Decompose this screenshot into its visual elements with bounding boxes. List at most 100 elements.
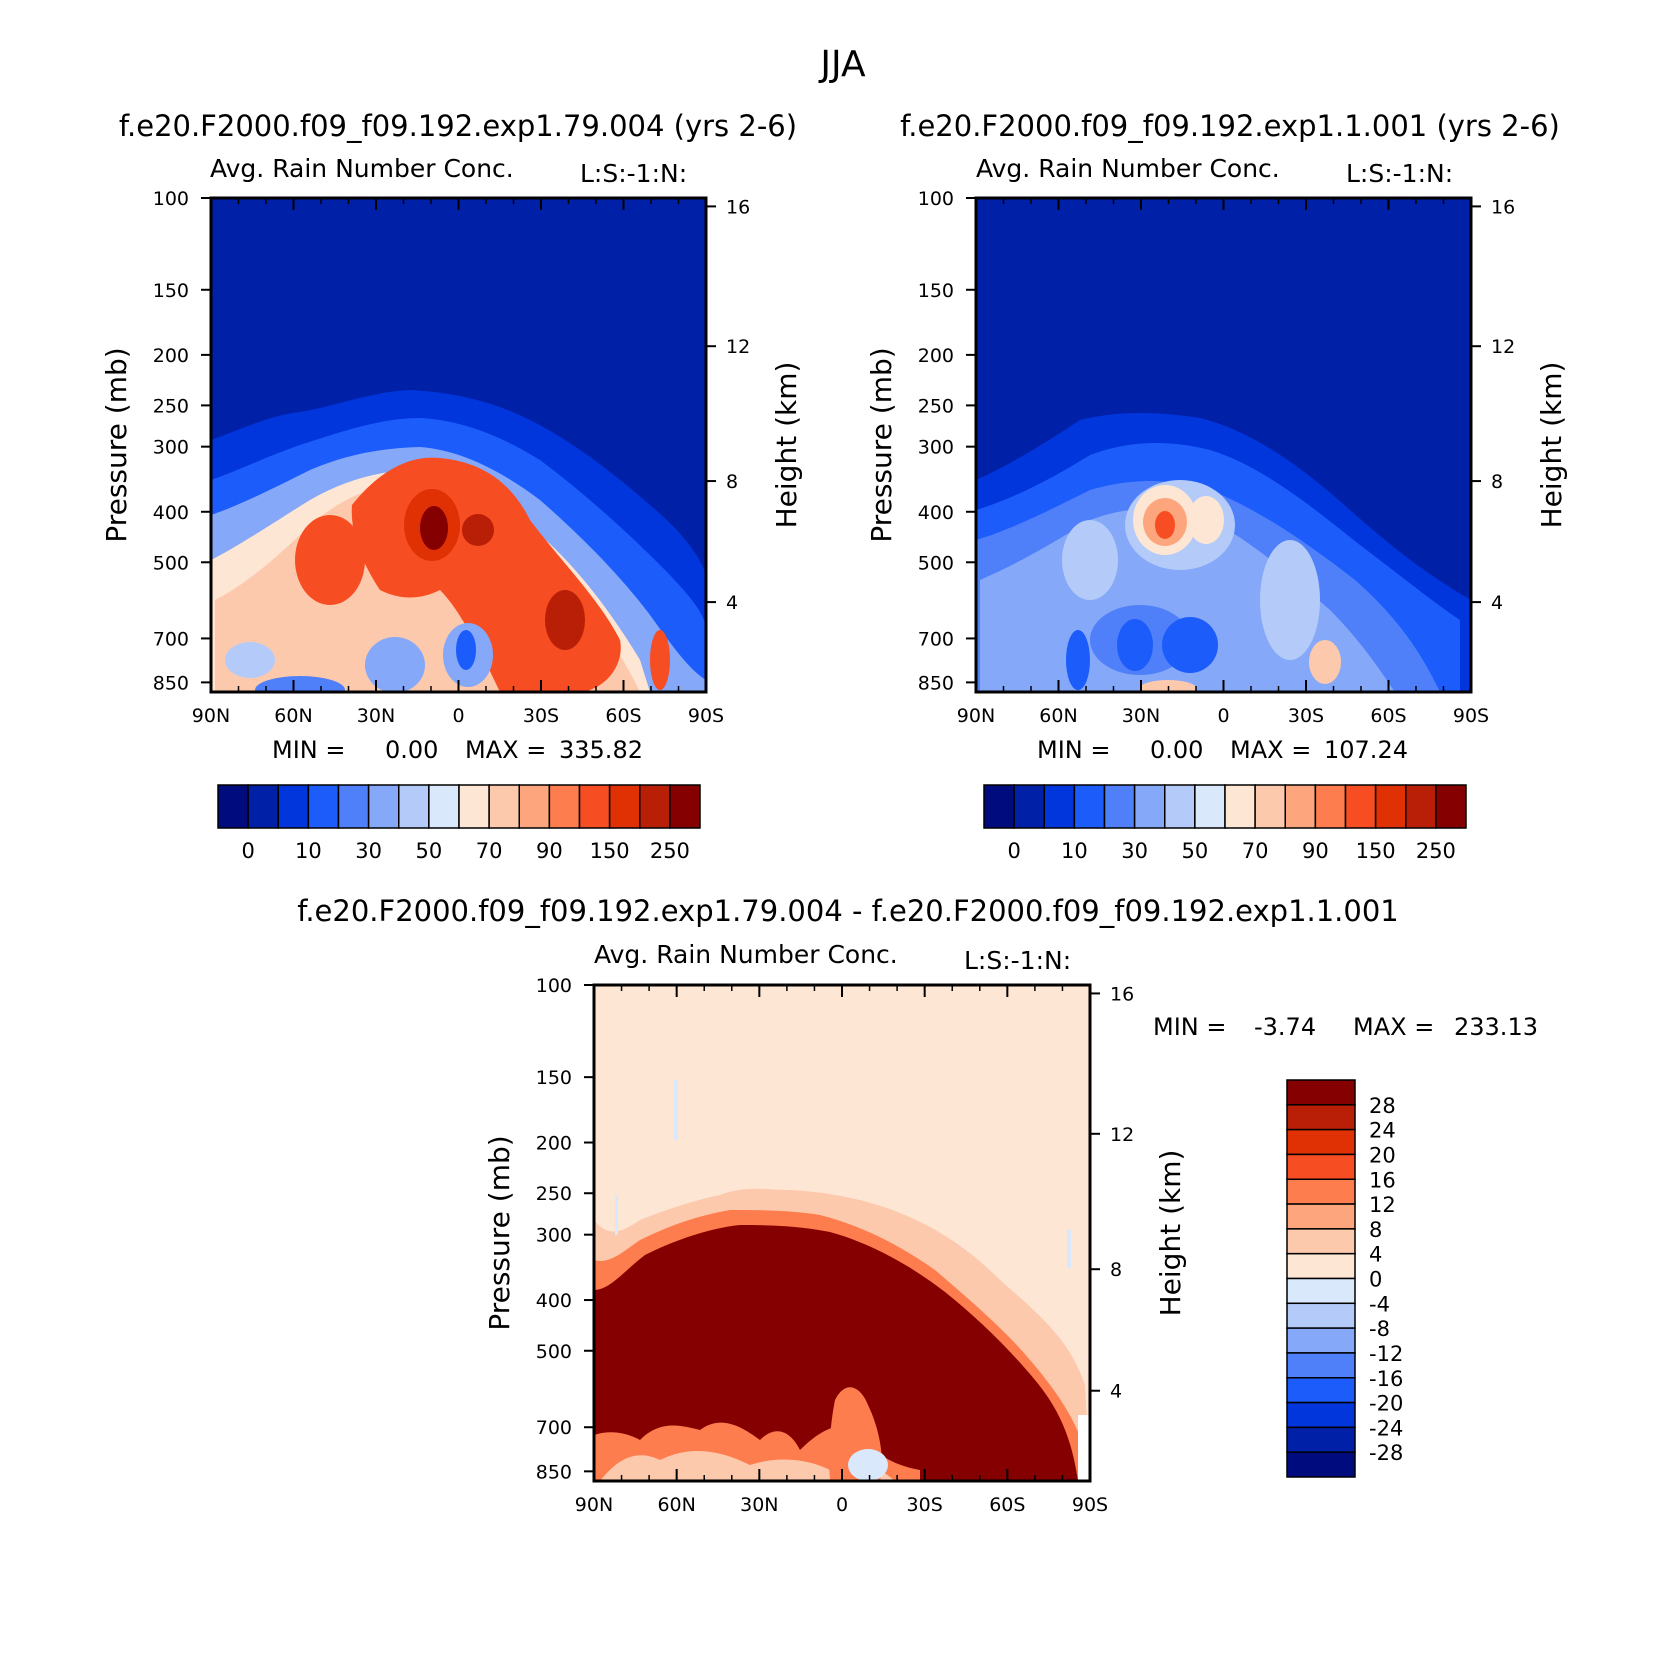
max-label: MAX =	[1353, 1013, 1434, 1041]
right-ytick-label: 400	[918, 502, 954, 524]
colorbar-right-swatch	[1224, 784, 1256, 829]
colorbar-left-swatch	[669, 784, 701, 829]
colorbar-left-swatch	[277, 784, 310, 829]
diff-ylabel-right: Height (km)	[1154, 1150, 1187, 1317]
min-label-right: MIN =	[1037, 736, 1110, 764]
colorbar-left-label: 90	[536, 839, 563, 863]
colorbar-left-swatch	[488, 784, 520, 829]
colorbar-diff-label: 12	[1369, 1193, 1396, 1217]
colorbar-diff-swatch	[1286, 1377, 1356, 1404]
colorbar-right-label: 10	[1061, 839, 1088, 863]
diff-ytick-label: 250	[536, 1183, 572, 1205]
diff-ytick-label: 100	[536, 975, 572, 997]
diff-ytick-right-label: 16	[1110, 983, 1134, 1005]
diff-ytick-right-label: 12	[1110, 1124, 1134, 1146]
left-ytick-right-label: 4	[726, 592, 738, 614]
left-ytick-label: 850	[153, 672, 189, 694]
colorbar-left-label: 10	[295, 839, 322, 863]
colorbar-left-swatch	[458, 784, 490, 829]
case-title-difference: f.e20.F2000.f09_f09.192.exp1.79.004 - f.…	[297, 894, 1399, 928]
colorbar-diff-label: 24	[1369, 1119, 1396, 1143]
colorbar-diff-label: 4	[1369, 1243, 1382, 1267]
left-xtick-label: 30N	[357, 705, 395, 727]
colorbar-right-swatch	[983, 784, 1015, 829]
left-ytick-label: 300	[153, 437, 189, 459]
colorbar-right-label: 90	[1302, 839, 1329, 863]
right-xtick-label: 0	[1217, 705, 1229, 727]
colorbar-left-swatch	[307, 784, 340, 829]
colorbar-right-swatch	[1435, 784, 1467, 829]
left-ylabel-right: Height (km)	[770, 362, 803, 529]
right-ytick-right-label: 4	[1491, 592, 1503, 614]
colorbar-left-swatch	[428, 784, 460, 829]
colorbar-left-swatch	[367, 784, 400, 829]
diff-xtick-label: 90N	[575, 1494, 613, 1516]
contour-field	[976, 198, 1471, 692]
colorbar-diff-label: 28	[1369, 1094, 1396, 1118]
colorbar-left-swatch	[578, 784, 611, 829]
colorbar-right-label: 30	[1121, 839, 1148, 863]
colorbar-diff-swatch	[1286, 1277, 1356, 1305]
diff-ytick-label: 400	[536, 1290, 572, 1312]
colorbar-right-label: 0	[1007, 839, 1020, 863]
colorbar-diff-label: -4	[1369, 1292, 1390, 1316]
diff-ytick-right-label: 8	[1110, 1259, 1122, 1281]
left-xtick-label: 60S	[605, 705, 641, 727]
right-ytick-label: 700	[918, 628, 954, 650]
colorbar-left-swatch	[608, 784, 641, 829]
left-xtick-label: 60N	[274, 705, 312, 727]
max-value: 233.13	[1454, 1013, 1538, 1041]
colorbar-diff-label: 8	[1369, 1218, 1382, 1242]
colorbar-diff-label: 0	[1369, 1268, 1382, 1292]
panel-title: Avg. Rain Number Conc.	[210, 154, 514, 183]
colorbar-right-swatch	[1103, 784, 1136, 829]
right-ytick-label: 250	[918, 395, 954, 417]
right-xtick-label: 30S	[1288, 705, 1324, 727]
panel-top-right: Avg. Rain Number Conc. L:S:-1:N:	[974, 154, 1473, 694]
colorbar-diff-swatch	[1286, 1327, 1356, 1354]
panel-subtitle: L:S:-1:N:	[1346, 159, 1453, 188]
max-label-right: MAX =	[1230, 736, 1311, 764]
colorbar-left-label: 250	[650, 839, 690, 863]
left-ytick-label: 400	[153, 502, 189, 524]
left-ytick-label: 200	[153, 345, 189, 367]
colorbar-right-swatch	[1405, 784, 1437, 829]
colorbar-diff-swatch	[1286, 1426, 1356, 1453]
colorbar-diff-swatch	[1286, 1228, 1356, 1255]
colorbar-diff-label: -12	[1369, 1342, 1403, 1366]
colorbar-diff-swatch	[1286, 1451, 1356, 1478]
diff-ytick-right-label: 4	[1110, 1381, 1122, 1403]
min-label-left: MIN =	[272, 736, 345, 764]
case-title-right: f.e20.F2000.f09_f09.192.exp1.1.001 (yrs …	[900, 109, 1560, 143]
colorbar-right-label: 150	[1356, 839, 1396, 863]
colorbar-left-label: 150	[590, 839, 630, 863]
colorbar-diff-label: 16	[1369, 1168, 1396, 1192]
panel-title: Avg. Rain Number Conc.	[976, 154, 1280, 183]
colorbar-left-label: 30	[355, 839, 382, 863]
left-xtick-label: 90N	[192, 705, 230, 727]
right-ytick-label: 100	[918, 188, 954, 210]
colorbar-right-swatch	[1194, 784, 1226, 829]
colorbar-diff-swatch	[1286, 1104, 1356, 1131]
diff-ytick-label: 700	[536, 1417, 572, 1439]
right-xtick-label: 60N	[1039, 705, 1077, 727]
diff-ytick-label: 150	[536, 1067, 572, 1089]
colorbar-diff-swatch	[1286, 1252, 1356, 1280]
colorbar-diff-swatch	[1286, 1401, 1356, 1429]
left-ylabel: Pressure (mb)	[100, 347, 133, 542]
colorbar-diff-swatch	[1286, 1302, 1356, 1329]
panel-difference: Avg. Rain Number Conc. L:S:-1:N: MIN = -…	[592, 940, 1538, 1483]
diff-xtick-label: 60S	[989, 1494, 1025, 1516]
right-ylabel: Pressure (mb)	[865, 347, 898, 542]
diff-ytick-label: 500	[536, 1341, 572, 1363]
colorbar-left-swatch	[217, 784, 249, 829]
right-ytick-label: 500	[918, 552, 954, 574]
diff-ytick-label: 300	[536, 1225, 572, 1247]
max-value-left: 335.82	[559, 736, 643, 764]
colorbar-diff-label: 20	[1369, 1143, 1396, 1167]
colorbar-diff-swatch	[1286, 1079, 1356, 1106]
left-ytick-right-label: 8	[726, 471, 738, 493]
colorbar-right-swatch	[1133, 784, 1166, 829]
left-xtick-label: 30S	[523, 705, 559, 727]
colorbar-left-swatch	[247, 784, 279, 829]
